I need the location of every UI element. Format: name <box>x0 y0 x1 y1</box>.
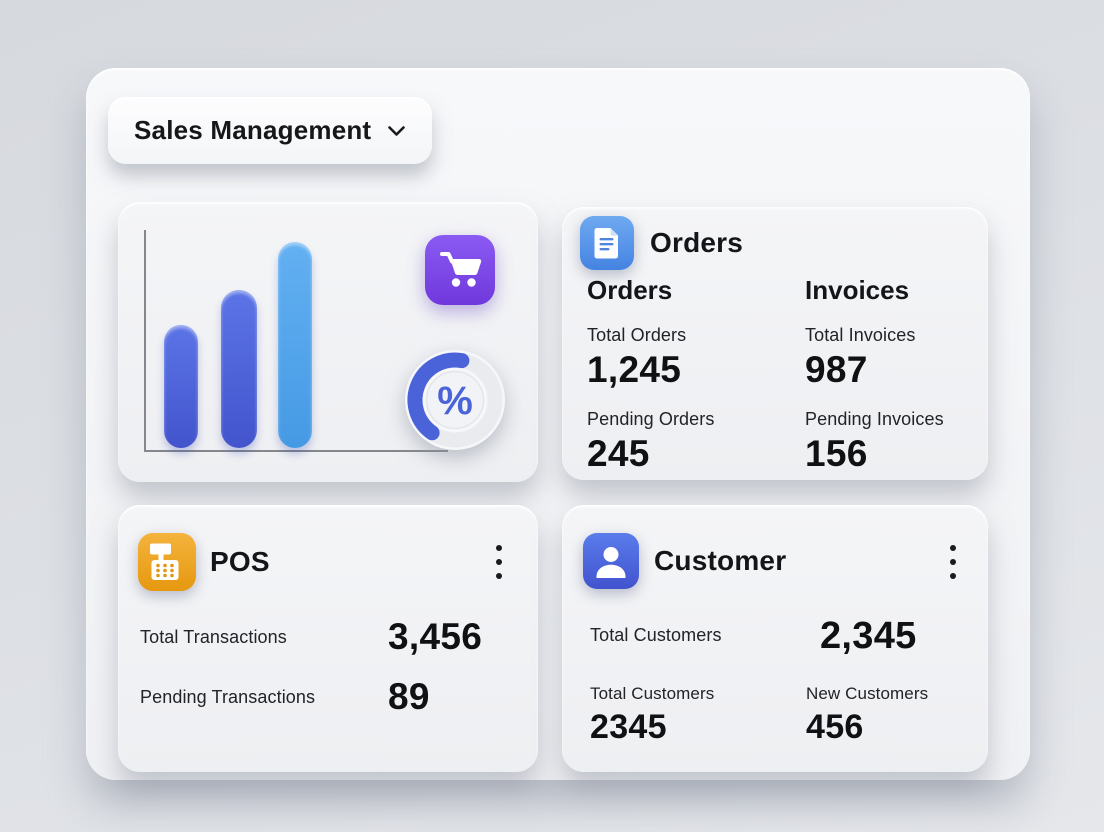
total-transactions-label: Total Transactions <box>140 626 287 647</box>
orders-column-header: Orders <box>587 275 673 305</box>
percent-donut-icon: % <box>403 348 507 452</box>
customer-card-title: Customer <box>654 545 787 576</box>
pos-card-title: POS <box>210 546 270 577</box>
pos-terminal-icon <box>138 533 196 591</box>
total-orders-label: Total Orders <box>587 325 687 345</box>
orders-column: Orders Total Orders 1,245 Pending Orders… <box>587 273 714 475</box>
total-customers-value: 2,345 <box>820 615 917 657</box>
pos-card: POS Total Transactions 3,456 Pending Tra… <box>118 505 538 772</box>
customer-card: Customer Total Customers 2,345 Total Cus… <box>562 505 988 772</box>
overview-illustration-card: % <box>118 202 538 482</box>
invoices-column: Invoices Total Invoices 987 Pending Invo… <box>805 273 944 475</box>
document-icon <box>580 216 634 270</box>
sales-management-dropdown[interactable]: Sales Management <box>108 97 433 164</box>
total-customers-label: Total Customers <box>590 625 722 645</box>
new-customers-column: New Customers 456 <box>806 683 928 747</box>
chart-y-axis <box>144 230 146 452</box>
new-customers-label: New Customers <box>806 684 929 703</box>
orders-card-title: Orders <box>650 227 744 258</box>
chart-bar-1 <box>164 325 198 448</box>
pos-total-transactions-row: Total Transactions 3,456 <box>140 616 508 657</box>
pending-transactions-value: 89 <box>388 676 430 717</box>
percent-symbol: % <box>437 379 473 423</box>
chart-x-axis <box>144 450 448 452</box>
chart-bar-3 <box>278 242 312 448</box>
pos-pending-transactions-row: Pending Transactions 89 <box>140 676 508 717</box>
dashboard-panel: Sales Management <box>86 68 1030 780</box>
person-icon <box>583 533 639 589</box>
orders-card: Orders Orders Total Orders 1,245 Pending… <box>562 207 988 480</box>
chart-bar-2 <box>221 290 257 448</box>
invoices-column-header: Invoices <box>805 275 910 305</box>
total-transactions-value: 3,456 <box>388 616 483 657</box>
pending-transactions-label: Pending Transactions <box>140 686 316 707</box>
total-invoices-label: Total Invoices <box>805 325 916 345</box>
total-invoices-value: 987 <box>805 349 868 390</box>
dropdown-label: Sales Management <box>134 115 372 145</box>
pending-orders-value: 245 <box>587 433 650 474</box>
customer-kebab-menu-icon[interactable] <box>946 541 960 583</box>
chevron-down-icon <box>387 125 406 137</box>
pending-orders-label: Pending Orders <box>587 409 715 429</box>
total-customers-column: Total Customers 2345 <box>590 683 714 747</box>
shopping-cart-icon <box>425 235 495 305</box>
total-customers-2-label: Total Customers <box>590 684 715 703</box>
total-orders-value: 1,245 <box>587 349 682 390</box>
new-customers-value: 456 <box>806 708 864 746</box>
pending-invoices-value: 156 <box>805 433 868 474</box>
pos-kebab-menu-icon[interactable] <box>492 541 506 583</box>
total-customers-2-value: 2345 <box>590 708 667 746</box>
pending-invoices-label: Pending Invoices <box>805 409 944 429</box>
